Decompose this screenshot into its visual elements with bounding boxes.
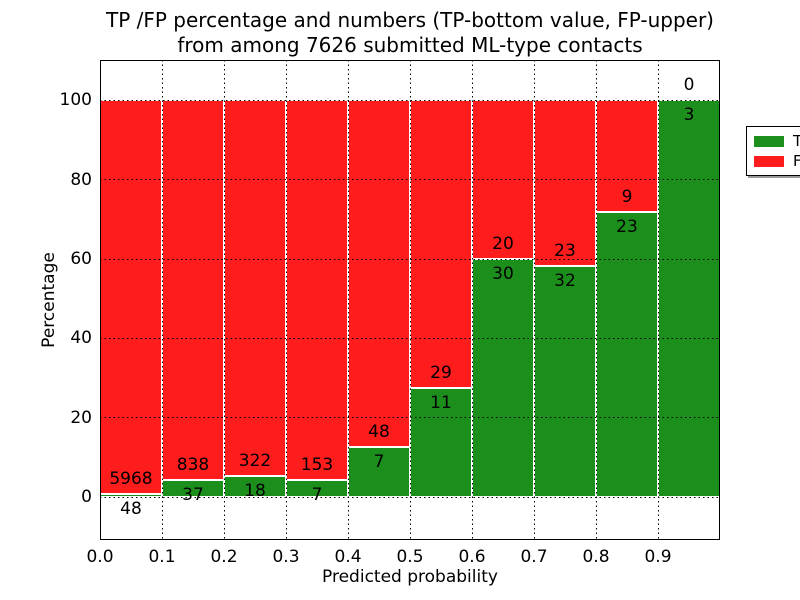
bar-label-tp: 7 <box>311 484 323 505</box>
bar-label-tp: 18 <box>244 481 266 502</box>
bar-label-fp: 20 <box>492 234 514 255</box>
bar-label-fp: 838 <box>176 455 210 476</box>
x-tick-label: 0.9 <box>644 547 672 567</box>
fp-color-swatch <box>754 155 784 167</box>
legend: TP FP <box>746 126 800 176</box>
y-tick-label: 0 <box>81 487 92 508</box>
y-tick-label: 20 <box>70 407 92 428</box>
legend-label-tp: TP <box>793 131 800 150</box>
bar-segment-fp <box>534 100 596 267</box>
x-tick-label: 0.7 <box>520 547 548 567</box>
bar-segment-fp <box>410 100 472 389</box>
legend-item-tp: TP <box>754 131 800 151</box>
bar-label-tp: 3 <box>683 105 695 126</box>
bar-label-fp: 29 <box>430 363 452 384</box>
bar-label-tp: 30 <box>492 264 514 285</box>
x-tick-label: 0.4 <box>334 547 362 567</box>
bar-label-fp: 0 <box>683 75 695 96</box>
legend-item-fp: FP <box>754 151 800 171</box>
chart-title: TP /FP percentage and numbers (TP-bottom… <box>100 8 720 58</box>
bar-label-fp: 48 <box>368 421 390 442</box>
bar-segment-fp <box>286 100 348 480</box>
x-axis-label: Predicted probability <box>322 567 498 587</box>
bar-segment-tp <box>410 388 472 498</box>
x-tick-label: 0.0 <box>86 547 114 567</box>
chart-title-line2: from among 7626 submitted ML-type contac… <box>177 33 643 57</box>
y-tick-label: 60 <box>70 249 92 270</box>
bar-label-tp: 7 <box>373 451 385 472</box>
x-tick-label: 0.8 <box>582 547 610 567</box>
x-tick-label: 0.5 <box>396 547 424 567</box>
bar-label-tp: 23 <box>616 217 638 238</box>
x-tick-label: 0.1 <box>148 547 176 567</box>
x-tick-label: 0.6 <box>458 547 486 567</box>
legend-label-fp: FP <box>793 151 800 170</box>
x-tick-label: 0.2 <box>210 547 238 567</box>
y-tick-label: 40 <box>70 328 92 349</box>
bar-label-fp: 153 <box>300 454 334 475</box>
bar-segment-tp <box>472 259 534 498</box>
bar-segment-tp <box>348 446 410 498</box>
x-tick-label: 0.3 <box>272 547 300 567</box>
bar-label-tp: 48 <box>120 498 142 519</box>
bar-label-tp: 11 <box>430 393 452 414</box>
bar-labels-layer: 5968 48 838 37 322 18 153 7 48 7 29 11 20 30 23 32 9 23 0 3 <box>100 60 720 540</box>
chart-title-line1: TP /FP percentage and numbers (TP-bottom… <box>106 8 714 32</box>
y-tick-label: 80 <box>70 169 92 190</box>
plot-area: 5968 48 838 37 322 18 153 7 48 7 29 11 20 30 23 32 9 23 0 3… <box>100 60 800 540</box>
bar-label-tp: 32 <box>554 271 576 292</box>
bar-label-fp: 322 <box>238 451 272 472</box>
bar-label-fp: 5968 <box>109 468 153 489</box>
bar-label-fp: 9 <box>621 187 633 208</box>
bar-segment-fp <box>224 100 286 477</box>
y-tick-label: 100 <box>59 90 92 111</box>
bar-segment-fp <box>348 100 410 447</box>
bar-label-fp: 23 <box>554 241 576 262</box>
tp-color-swatch <box>754 135 784 147</box>
bar-label-tp: 37 <box>182 485 204 506</box>
